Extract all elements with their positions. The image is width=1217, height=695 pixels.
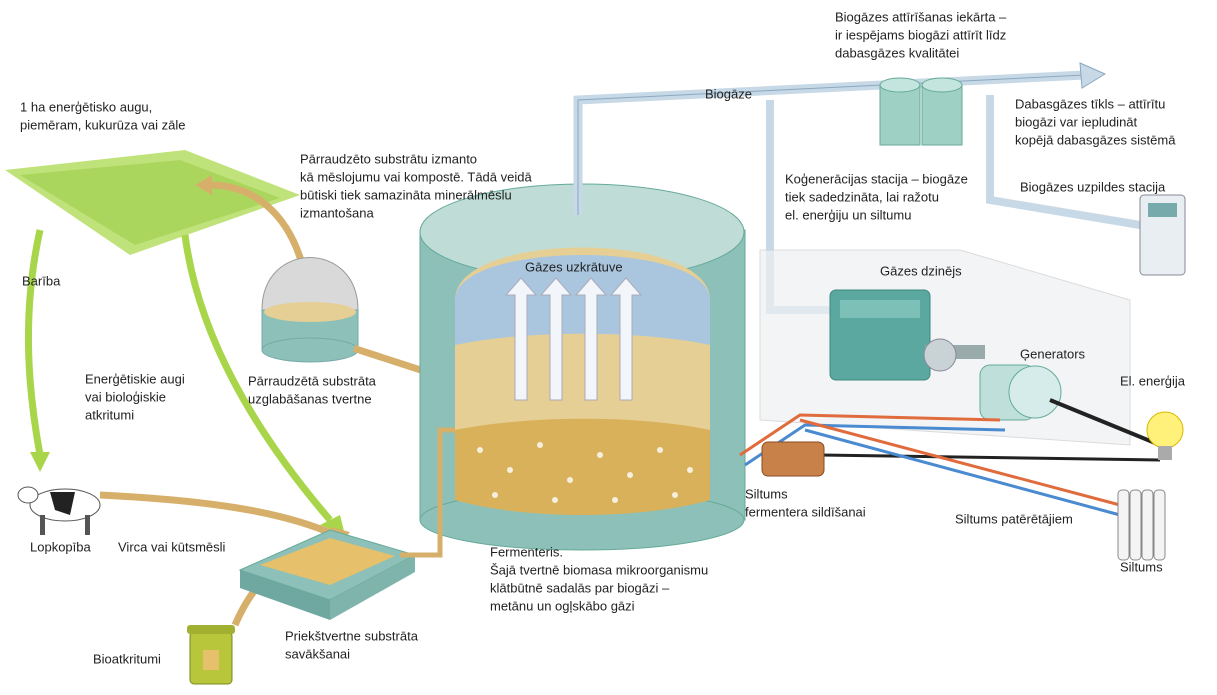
label-text: Siltums patērētājiem <box>955 511 1073 526</box>
label-text: Bioatkritumi <box>93 651 161 666</box>
label-text: Ģenerators <box>1020 346 1086 361</box>
label-text: Dabasgāzes tīkls – attīrītu <box>1015 96 1165 111</box>
label-text: būtiski tiek samazināta minerālmēslu <box>300 187 512 202</box>
label-text: Barība <box>22 273 61 288</box>
label-text: atkritumi <box>85 407 134 422</box>
label-text: Biogāzes uzpildes stacija <box>1020 179 1166 194</box>
label-text: Gāzes dzinējs <box>880 263 962 278</box>
label-text: biogāzi var iepludināt <box>1015 114 1138 129</box>
label-text: El. enerģija <box>1120 373 1186 388</box>
label-text: izmantošana <box>300 205 374 220</box>
label-text: uzglabāšanas tvertne <box>248 391 372 406</box>
label-text: metānu un ogļskābo gāzi <box>490 598 635 613</box>
label-text: Pārraudzēto substrātu izmanto <box>300 151 477 166</box>
label-text: kopējā dabasgāzes sistēmā <box>1015 132 1176 147</box>
label-text: klātbūtnē sadalās par biogāzi – <box>490 580 670 595</box>
label-text: tiek sadedzināta, lai ražotu <box>785 189 939 204</box>
label-text: kā mēslojumu vai kompostē. Tādā veidā <box>300 169 532 184</box>
label-text: Pārraudzētā substrāta <box>248 373 377 388</box>
diagram: Biogāzes attīrīšanas iekārta – ir iespēja… <box>0 0 1217 690</box>
label-text: Lopkopība <box>30 539 91 554</box>
label-text: Priekštvertne substrāta <box>285 628 419 643</box>
label-text: vai bioloģiskie <box>85 389 166 404</box>
label-text: Virca vai kūtsmēsli <box>118 539 226 554</box>
label-text: Fermenteris. <box>490 544 563 559</box>
label-text: piemēram, kukurūza vai zāle <box>20 117 185 132</box>
label-text: dabasgāzes kvalitātei <box>835 45 959 60</box>
label-text: fermentera sildīšanai <box>745 504 866 519</box>
label-text: Siltums <box>1120 559 1163 574</box>
label-text: el. enerģiju un siltumu <box>785 207 911 222</box>
label-text: ir iespējams biogāzi attīrīt līdz <box>835 27 1006 42</box>
label-text: Šajā tvertnē biomasa mikroorganismu <box>490 562 708 577</box>
label-text: Siltums <box>745 486 788 501</box>
label-text: Gāzes uzkrātuve <box>525 259 623 274</box>
label-text: savākšanai <box>285 646 350 661</box>
label-text: Koģenerācijas stacija – biogāze <box>785 171 968 186</box>
label-text: Biogāze <box>705 86 752 101</box>
label-text: 1 ha enerģētisko augu, <box>20 99 152 114</box>
label-text: Enerģētiskie augi <box>85 371 185 386</box>
label-text: Biogāzes attīrīšanas iekārta – <box>835 9 1007 24</box>
